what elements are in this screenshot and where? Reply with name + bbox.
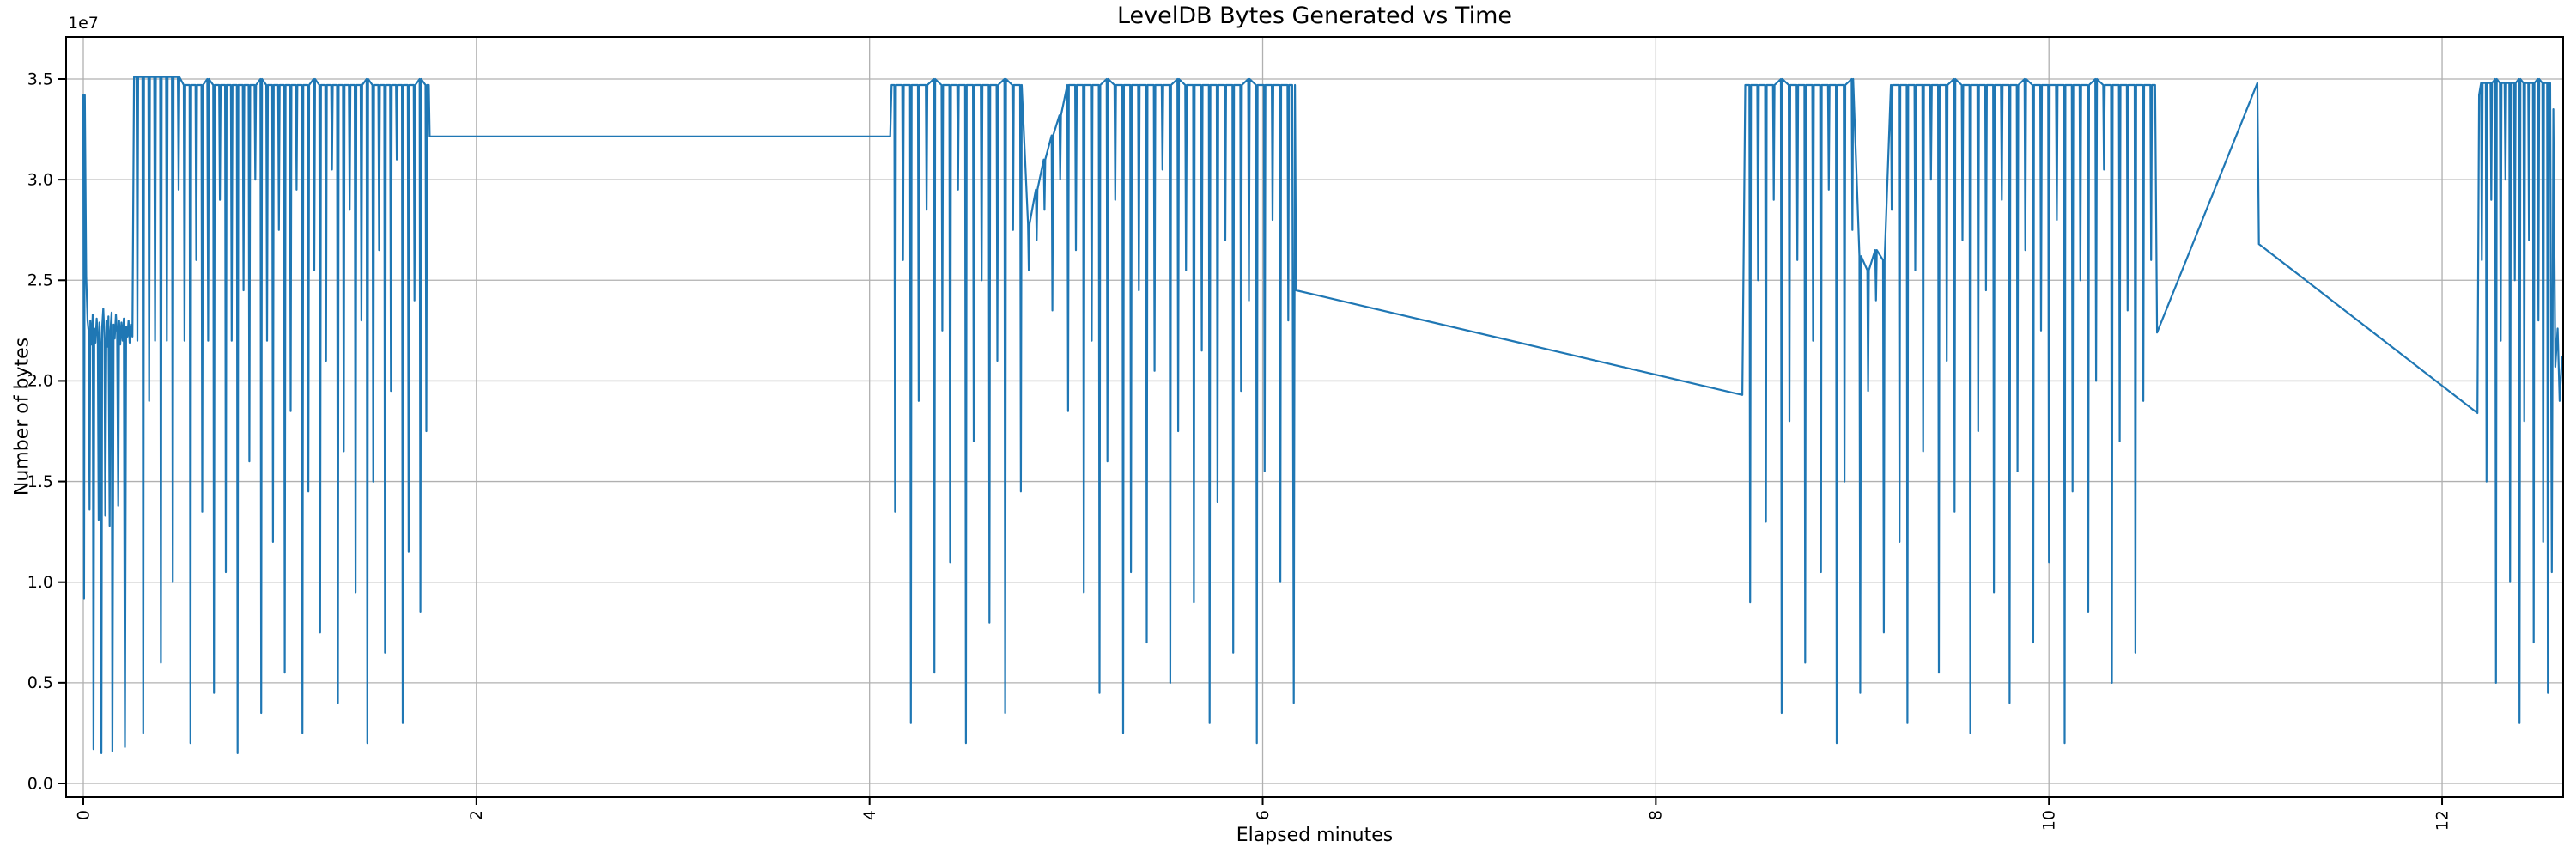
y-axis-offset-label: 1e7 — [68, 14, 99, 33]
x-tick-label: 0 — [74, 810, 93, 820]
y-tick-label: 2.5 — [27, 271, 53, 290]
x-tick-label: 6 — [1254, 810, 1273, 820]
chart-title: LevelDB Bytes Generated vs Time — [1116, 3, 1513, 29]
y-tick-label: 0.0 — [27, 774, 53, 793]
x-tick-label: 2 — [467, 810, 486, 820]
y-tick-label: 2.0 — [27, 372, 53, 391]
axes-frame — [65, 36, 2564, 798]
y-tick-label: 3.0 — [27, 170, 53, 189]
y-tick-label: 1.5 — [27, 472, 53, 491]
x-axis-label: Elapsed minutes — [1236, 825, 1394, 846]
x-tick-label: 10 — [2039, 810, 2058, 831]
x-tick-label: 8 — [1647, 810, 1666, 820]
y-tick-label: 3.5 — [27, 70, 53, 88]
series-line — [82, 76, 2563, 755]
x-tick-label: 12 — [2433, 810, 2451, 831]
x-tick-label: 4 — [860, 810, 879, 820]
y-tick-label: 0.5 — [27, 673, 53, 692]
y-tick-label: 1.0 — [27, 573, 53, 592]
